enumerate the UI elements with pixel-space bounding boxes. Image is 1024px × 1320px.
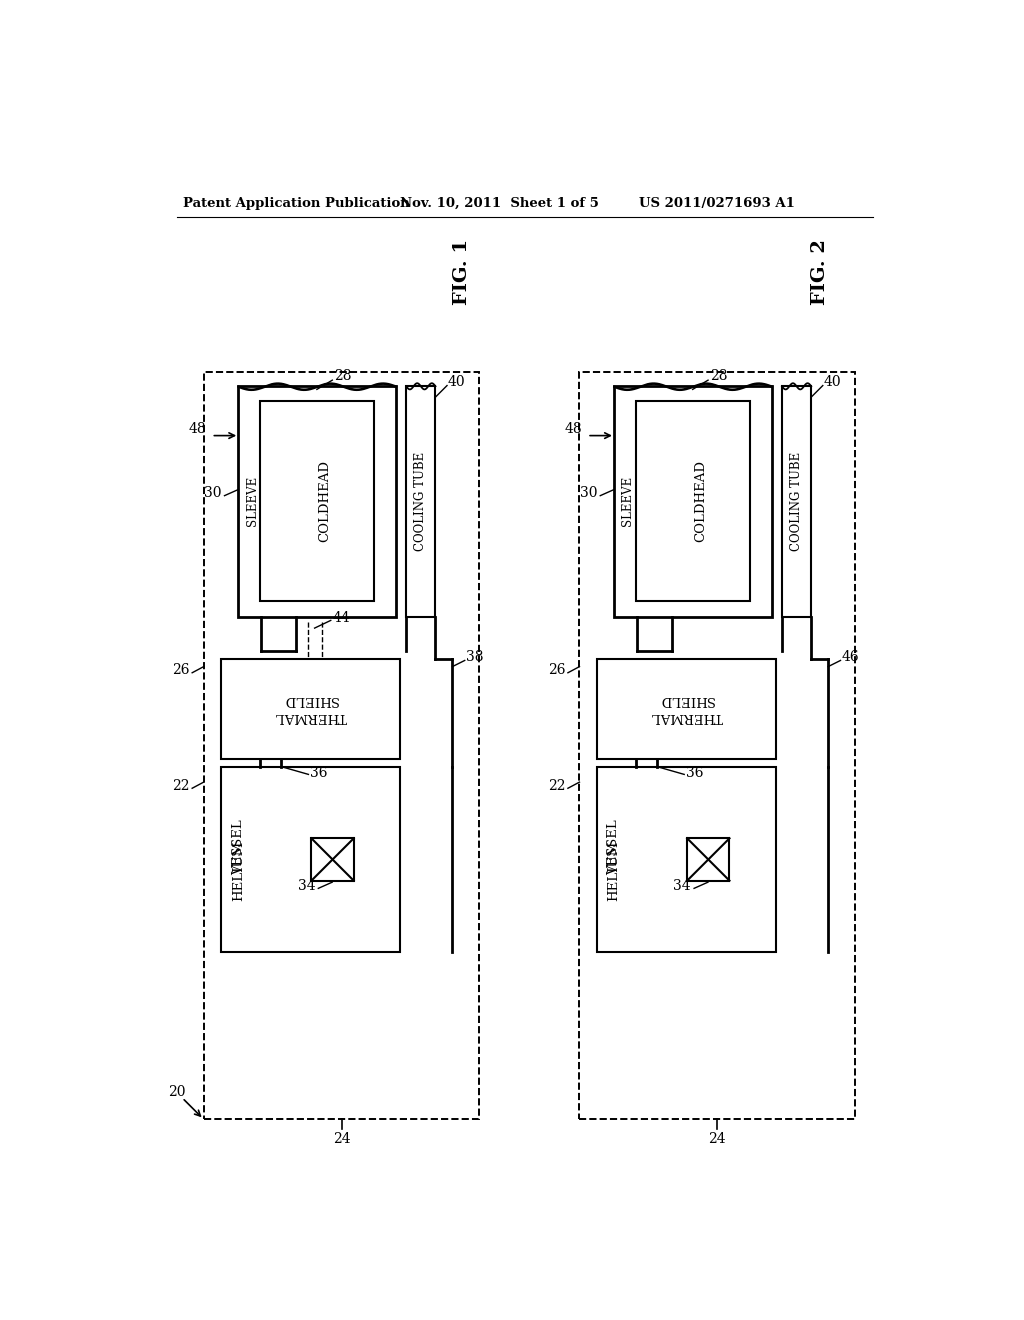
Text: 36: 36 (686, 766, 703, 780)
Text: COOLING TUBE: COOLING TUBE (791, 451, 803, 550)
Text: SHIELD: SHIELD (283, 693, 338, 706)
Text: Patent Application Publication: Patent Application Publication (183, 197, 410, 210)
Text: THERMAL: THERMAL (650, 710, 723, 723)
Text: HELIUM: HELIUM (231, 841, 245, 900)
Text: 46: 46 (842, 651, 860, 664)
Text: 30: 30 (580, 486, 597, 500)
Text: SHIELD: SHIELD (658, 693, 714, 706)
Text: 22: 22 (548, 779, 565, 793)
Text: COLDHEAD: COLDHEAD (318, 461, 331, 543)
Text: 22: 22 (172, 779, 189, 793)
Text: US 2011/0271693 A1: US 2011/0271693 A1 (639, 197, 795, 210)
Text: COOLING TUBE: COOLING TUBE (415, 451, 427, 550)
Bar (597, 659, 776, 759)
Text: SLEEVE: SLEEVE (622, 477, 635, 527)
Text: FIG. 2: FIG. 2 (811, 239, 828, 305)
Text: 34: 34 (298, 879, 315, 894)
Bar (614, 385, 772, 616)
Text: 44: 44 (333, 611, 350, 626)
Bar (260, 401, 374, 601)
Bar (597, 767, 776, 952)
Text: VESSEL: VESSEL (607, 820, 621, 875)
Text: COLDHEAD: COLDHEAD (694, 461, 707, 543)
Text: 48: 48 (188, 422, 206, 437)
Text: SLEEVE: SLEEVE (246, 477, 259, 527)
Bar (636, 401, 750, 601)
Bar (407, 385, 435, 616)
Text: FIG. 1: FIG. 1 (453, 239, 471, 305)
Bar (687, 838, 729, 880)
Bar (239, 385, 396, 616)
Text: 26: 26 (172, 664, 189, 677)
Text: 20: 20 (168, 1085, 185, 1098)
Text: 28: 28 (710, 370, 727, 383)
Bar (311, 838, 353, 880)
Text: 38: 38 (466, 651, 483, 664)
Bar (221, 767, 400, 952)
Text: 40: 40 (823, 375, 841, 388)
Text: HELIUM: HELIUM (607, 841, 621, 900)
Text: 36: 36 (310, 766, 328, 780)
Bar (580, 372, 855, 1119)
Text: 24: 24 (333, 1133, 350, 1146)
Text: Nov. 10, 2011  Sheet 1 of 5: Nov. 10, 2011 Sheet 1 of 5 (400, 197, 599, 210)
Text: 30: 30 (204, 486, 221, 500)
Text: 48: 48 (564, 422, 582, 437)
Bar (204, 372, 479, 1119)
Bar (221, 659, 400, 759)
Text: THERMAL: THERMAL (274, 710, 347, 723)
Text: 26: 26 (548, 664, 565, 677)
Text: 34: 34 (674, 879, 691, 894)
Text: 28: 28 (334, 370, 351, 383)
Bar (782, 385, 811, 616)
Text: 40: 40 (447, 375, 466, 388)
Text: 24: 24 (709, 1133, 726, 1146)
Text: VESSEL: VESSEL (231, 820, 245, 875)
